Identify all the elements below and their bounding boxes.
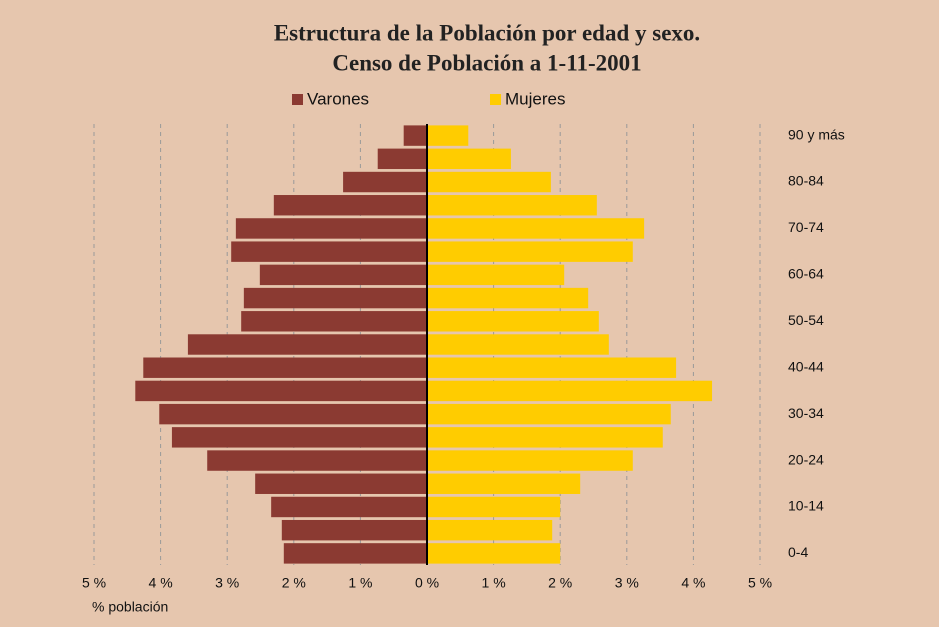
x-axis-label: % población xyxy=(92,599,168,615)
bar xyxy=(427,334,609,355)
y-tick-label: 0-4 xyxy=(788,544,808,560)
legend-label: Mujeres xyxy=(505,89,565,108)
bar xyxy=(427,357,677,378)
bar xyxy=(143,357,427,378)
bar xyxy=(427,241,633,262)
x-tick-label: 4 % xyxy=(681,575,705,591)
y-tick-label: 40-44 xyxy=(788,358,824,374)
bar xyxy=(171,427,427,448)
bar xyxy=(427,427,663,448)
x-tick-label: 2 % xyxy=(548,575,572,591)
y-tick-label: 20-24 xyxy=(788,451,824,467)
bar xyxy=(241,311,427,332)
bar xyxy=(427,264,565,286)
bar xyxy=(255,473,427,494)
legend-swatch xyxy=(292,94,303,105)
bar xyxy=(283,543,427,564)
bar xyxy=(427,287,589,309)
y-tick-label: 50-54 xyxy=(788,312,824,328)
x-tick-label: 5 % xyxy=(748,575,772,591)
bar xyxy=(427,473,581,494)
bar xyxy=(377,148,427,170)
bar xyxy=(427,380,713,402)
bar xyxy=(207,450,427,471)
bar xyxy=(273,195,427,216)
bar xyxy=(427,218,645,239)
chart-subtitle: Censo de Población a 1-11-2001 xyxy=(332,50,641,75)
x-tick-label: 1 % xyxy=(482,575,506,591)
bar xyxy=(271,496,427,518)
legend-swatch xyxy=(490,94,501,105)
bar xyxy=(259,264,427,286)
bar xyxy=(427,125,469,146)
bar xyxy=(187,334,427,355)
y-tick-label: 60-64 xyxy=(788,266,824,282)
bar xyxy=(403,125,427,146)
bar xyxy=(427,195,597,216)
bar xyxy=(235,218,427,239)
bar xyxy=(427,519,553,541)
bar xyxy=(427,450,633,471)
bar xyxy=(281,519,427,541)
bar xyxy=(427,496,561,518)
bar xyxy=(427,543,561,564)
bar xyxy=(427,171,551,193)
y-tick-label: 30-34 xyxy=(788,405,824,421)
x-tick-label: 2 % xyxy=(282,575,306,591)
y-tick-label: 80-84 xyxy=(788,173,824,189)
x-tick-label: 4 % xyxy=(149,575,173,591)
x-tick-label: 0 % xyxy=(415,575,439,591)
y-tick-label: 70-74 xyxy=(788,219,824,235)
bar xyxy=(231,241,427,262)
bar xyxy=(427,148,511,170)
bar xyxy=(343,171,427,193)
y-tick-label: 10-14 xyxy=(788,498,824,514)
x-tick-label: 1 % xyxy=(348,575,372,591)
x-tick-label: 3 % xyxy=(615,575,639,591)
x-tick-label: 3 % xyxy=(215,575,239,591)
x-tick-label: 5 % xyxy=(82,575,106,591)
bar xyxy=(159,403,427,425)
bar xyxy=(135,380,428,402)
bar xyxy=(427,403,671,425)
y-tick-label: 90 y más xyxy=(788,126,845,142)
legend-label: Varones xyxy=(307,89,369,108)
chart-title: Estructura de la Población por edad y se… xyxy=(274,20,700,45)
bar xyxy=(243,287,427,309)
bar xyxy=(427,311,599,332)
